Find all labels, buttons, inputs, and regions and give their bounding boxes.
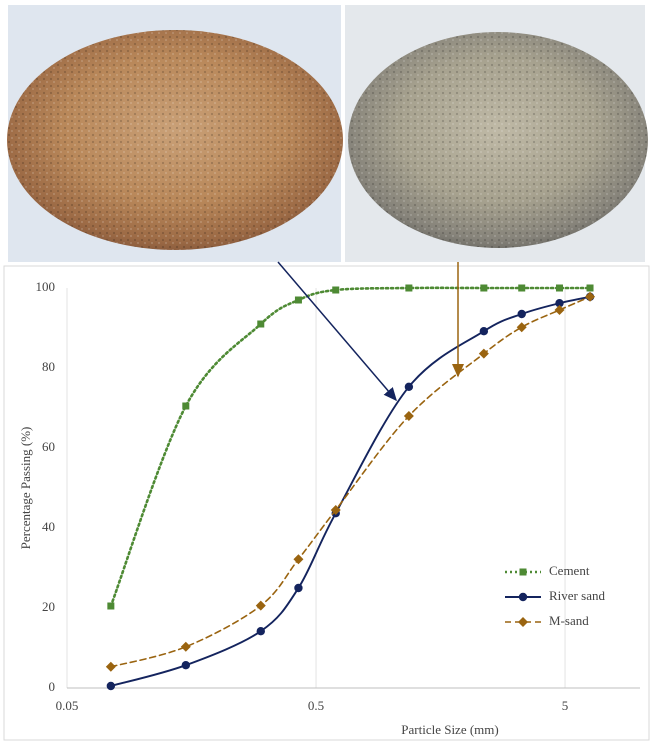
marker bbox=[293, 554, 303, 564]
series bbox=[107, 285, 593, 610]
series bbox=[107, 293, 595, 691]
legend: Cement River sand M-sand bbox=[505, 563, 605, 628]
marker bbox=[480, 327, 488, 335]
legend-marker bbox=[519, 593, 527, 601]
legend-marker bbox=[520, 569, 527, 576]
x-tick-label: 0.5 bbox=[308, 698, 324, 713]
marker bbox=[556, 285, 563, 292]
marker bbox=[518, 310, 526, 318]
marker bbox=[257, 321, 264, 328]
arrow-river-sand bbox=[278, 262, 396, 400]
marker bbox=[256, 601, 266, 611]
y-tick-label: 100 bbox=[36, 279, 56, 294]
y-tick-label: 40 bbox=[42, 519, 55, 534]
legend-marker bbox=[518, 617, 528, 627]
marker bbox=[107, 682, 115, 690]
legend-label: M-sand bbox=[549, 613, 589, 628]
marker bbox=[294, 584, 302, 592]
page: {"chart_data": {"type": "line", "x_label… bbox=[0, 0, 653, 742]
y-axis-label: Percentage Passing (%) bbox=[18, 427, 33, 550]
marker bbox=[107, 603, 114, 610]
y-tick-label: 60 bbox=[42, 439, 55, 454]
series bbox=[106, 292, 595, 672]
marker bbox=[332, 287, 339, 294]
y-tick-label: 20 bbox=[42, 599, 55, 614]
marker bbox=[405, 285, 412, 292]
chart-frame bbox=[4, 266, 649, 740]
marker bbox=[182, 403, 189, 410]
marker bbox=[554, 305, 564, 315]
marker bbox=[587, 285, 594, 292]
marker bbox=[517, 322, 527, 332]
marker bbox=[585, 292, 595, 302]
x-tick-label: 0.05 bbox=[56, 698, 79, 713]
marker bbox=[518, 285, 525, 292]
photo-river-sand bbox=[7, 5, 343, 262]
series-line bbox=[111, 288, 590, 606]
marker bbox=[182, 661, 190, 669]
marker bbox=[295, 297, 302, 304]
x-tick-label: 5 bbox=[562, 698, 569, 713]
legend-label: River sand bbox=[549, 588, 605, 603]
x-axis-label: Particle Size (mm) bbox=[401, 722, 498, 737]
figure: 0.05 0.5 5 0 20 40 60 80 100 Cement River sand M-sa… bbox=[0, 0, 653, 742]
marker bbox=[479, 349, 489, 359]
marker bbox=[106, 662, 116, 672]
plot-area: 0.05 0.5 5 0 20 40 60 80 100 Cement River sand M-sa… bbox=[36, 279, 641, 713]
y-tick-label: 0 bbox=[49, 679, 56, 694]
legend-label: Cement bbox=[549, 563, 590, 578]
marker bbox=[181, 642, 191, 652]
marker bbox=[257, 627, 265, 635]
photo-m-sand bbox=[345, 5, 648, 262]
series-line bbox=[111, 297, 590, 686]
y-tick-label: 80 bbox=[42, 359, 55, 374]
marker bbox=[405, 383, 413, 391]
marker bbox=[480, 285, 487, 292]
series-line bbox=[111, 297, 590, 667]
